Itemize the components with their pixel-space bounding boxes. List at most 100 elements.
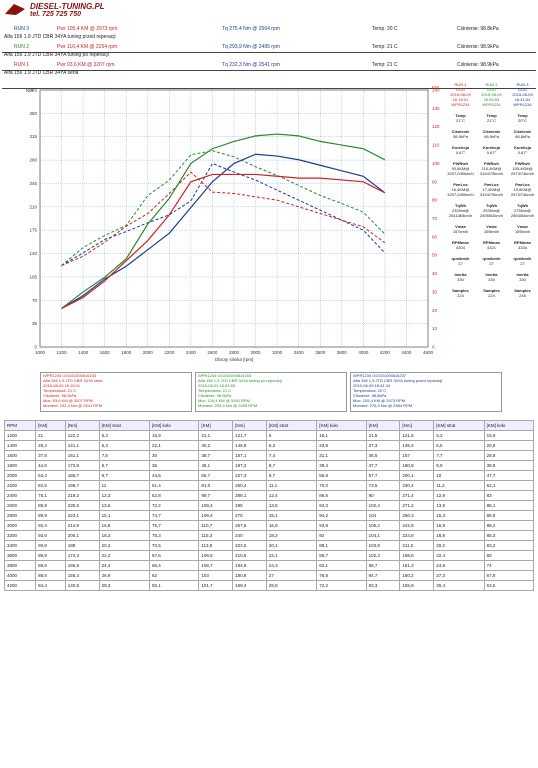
table-row: 1800 44,6 173,8 8,7 36 48,1 187,2 8,7 39,4 47,7 18…	[3, 460, 535, 471]
table-cell: 8,7	[265, 460, 318, 471]
table-cell: 89,9	[35, 510, 66, 521]
table-cell: 84,4	[35, 580, 66, 591]
table-cell: 1600	[3, 450, 37, 461]
table-cell: 194,9	[232, 560, 267, 571]
table-cell: 24,3	[265, 560, 318, 571]
run-car: Alfa 156 1.9 JTD CBR 34YA seria	[4, 70, 79, 76]
table-cell: 4000	[3, 570, 37, 581]
summary-value: 15,8KM@ 2973/74km/h	[510, 187, 535, 197]
summary-label: Korekcja	[483, 145, 500, 150]
run-info-line: Moment: 275,4 Nm @ 2564 RPM	[353, 403, 413, 408]
summary-head: WPR1234	[513, 102, 532, 107]
y-right-tick-label: 140	[432, 88, 440, 93]
run-pressure: Ciśnienie: 98.9kPa	[457, 44, 499, 50]
brand: DIESEL-TUNING.PL tel. 725 725 750	[30, 2, 105, 18]
table-cell: 83	[483, 490, 535, 501]
table-cell: 155,9	[399, 580, 435, 591]
run-torque: Tq 293,9 Nm @ 2495 rpm	[222, 44, 280, 50]
table-cell: 37,8	[35, 450, 66, 461]
y-right-tick-label: 50	[432, 253, 438, 258]
y-right-tick-label: 110	[432, 143, 440, 148]
table-cell: 18,8	[433, 530, 485, 541]
run-info-box: WPR1234 GGG01000816153 Alfa 156 1,9 JTD C…	[40, 372, 192, 412]
table-cell: 74	[483, 560, 535, 571]
summary-label: Inertia	[454, 272, 467, 277]
table-cell: 210,8	[232, 550, 267, 561]
run-summary-column: RUN 3 GGG 2015-08-09 16:41:34 WPR1234 Temp 20°…	[507, 82, 538, 298]
run-name: RUN 2	[14, 44, 30, 50]
table-cell: 2800	[3, 510, 37, 521]
table-cell: 149,8	[232, 440, 267, 451]
x-tick-label: 4600	[423, 350, 434, 355]
table-cell: 11,1	[265, 480, 318, 491]
table-cell: 6,3	[265, 440, 318, 451]
table-cell: 98,7	[365, 560, 401, 571]
x-tick-label: 4000	[358, 350, 369, 355]
y-left-tick-label: 210	[29, 204, 37, 209]
table-cell: 89,1	[316, 540, 367, 551]
run-info-line: Temperatura: 21 C	[198, 388, 232, 393]
brand-name: DIESEL-TUNING.PL	[30, 2, 105, 11]
summary-label: PWRwh	[515, 161, 530, 166]
table-cell: 2600	[3, 500, 37, 511]
run-info-box: WPR1234 GGG01000816237 Alfa 156 1,9 JTD C…	[350, 372, 502, 412]
run-info-line: Ciśnienie: 98,8kPa	[353, 393, 387, 398]
summary-head: RUN 1	[454, 82, 467, 87]
table-cell: 9,7	[98, 470, 150, 481]
table-cell: 109,5	[198, 550, 234, 561]
table-cell: 181,3	[399, 560, 435, 571]
summary-value: 4321	[487, 245, 496, 250]
table-cell: 80	[483, 550, 535, 561]
table-cell: 63,5	[483, 580, 535, 591]
run-pressure: Ciśnienie: 98.9kPa	[457, 62, 499, 68]
table-cell: 101,7	[198, 580, 234, 591]
summary-value: 27	[458, 261, 463, 266]
table-cell: 85,3	[483, 530, 535, 541]
summary-head: GGG	[455, 87, 466, 92]
table-cell: 285	[232, 500, 267, 511]
x-tick-label: 1400	[78, 350, 89, 355]
header-cell: [KM] koło	[483, 420, 535, 431]
summary-head: 16:18:01	[452, 97, 469, 102]
run-summary-column: RUN 2 GGG 2015-08-09 16:53:53 WPR1234 Temp 21°…	[476, 82, 507, 298]
header-cell: [KM]	[35, 420, 66, 431]
table-cell: 198,8	[399, 550, 435, 561]
table-cell: 105,2	[365, 520, 401, 531]
run-info-line: Alfa 156 1,9 JTD CBR 34YA tuning przed r…	[353, 378, 443, 383]
x-tick-label: 3200	[272, 350, 283, 355]
table-cell: 7,7	[433, 450, 485, 461]
table-cell: 257,5	[232, 520, 267, 531]
table-cell: 3600	[3, 550, 37, 561]
summary-head: 16:41:34	[514, 97, 531, 102]
table-cell: 22,1	[148, 440, 200, 451]
x-tick-label: 3400	[294, 350, 305, 355]
run-info-line: WPR1234 GGG01000816237	[353, 373, 407, 378]
x-tick-label: 1000	[35, 350, 46, 355]
summary-label: Vmax	[486, 224, 497, 229]
table-cell: 94,3	[316, 500, 367, 511]
y-left-tick-label: 70	[32, 298, 38, 303]
summary-head: 2015-08-09	[481, 92, 502, 97]
summary-label: Korekcja	[452, 145, 469, 150]
table-cell: 250,3	[399, 510, 435, 521]
summary-label: RPMmax	[483, 240, 500, 245]
summary-value: 157km/h	[452, 229, 469, 234]
run-info-box: WPR1234 GGG01000816153 Alfa 156 1,9 JTD C…	[195, 372, 347, 412]
table-cell: 23,9	[316, 440, 367, 451]
table-cell: 3800	[3, 560, 37, 571]
table-cell: 240	[232, 530, 267, 541]
series-line-torque	[61, 150, 386, 266]
table-cell: 2400	[3, 490, 37, 501]
run-torque: Tq 275,4 Nm @ 2564 rpm	[222, 26, 280, 32]
y-left-tick-label: 315	[29, 134, 37, 139]
table-cell: 198,7	[64, 480, 100, 491]
y-left-tick-label: 350	[29, 111, 37, 116]
table-cell: 26,9	[98, 570, 150, 581]
y-left-tick-label: 35	[32, 321, 38, 326]
table-cell: 5	[265, 430, 318, 441]
table-cell: 88,5	[35, 570, 66, 581]
table-cell: 28,4	[35, 440, 66, 451]
table-cell: 108,4	[198, 500, 234, 511]
table-cell: 1800	[3, 460, 37, 471]
brand-tel: tel. 725 725 750	[30, 11, 81, 18]
